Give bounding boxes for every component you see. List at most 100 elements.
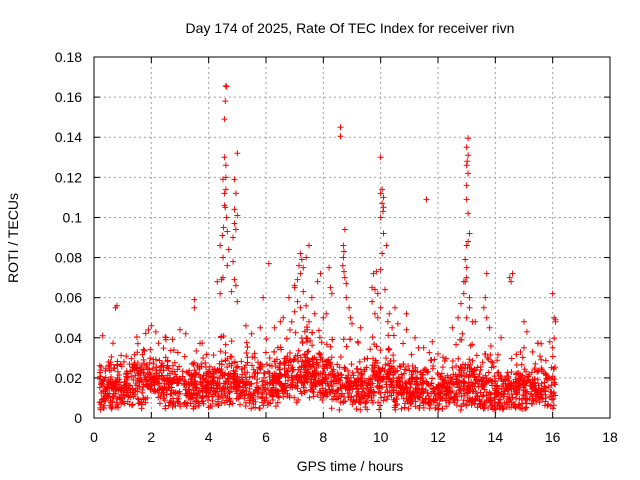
- data-point: [282, 372, 289, 379]
- data-point: [167, 391, 174, 398]
- data-point: [291, 394, 298, 401]
- data-point: [394, 401, 401, 408]
- data-point: [520, 387, 527, 394]
- data-point: [346, 379, 353, 386]
- data-point: [389, 324, 396, 331]
- data-point: [200, 400, 207, 407]
- data-point: [219, 232, 226, 239]
- data-point: [158, 363, 165, 370]
- data-point: [407, 400, 414, 407]
- data-point: [187, 400, 194, 407]
- data-point: [511, 403, 518, 410]
- y-tick-label: 0.14: [55, 129, 82, 145]
- data-point: [276, 366, 283, 373]
- data-point: [541, 402, 548, 409]
- data-point: [389, 379, 396, 386]
- data-point: [435, 371, 442, 378]
- data-point: [203, 351, 210, 358]
- data-point: [332, 372, 339, 379]
- data-point: [399, 384, 406, 391]
- data-point: [384, 388, 391, 395]
- data-point: [257, 360, 264, 367]
- data-point: [420, 344, 427, 351]
- data-point: [458, 372, 465, 379]
- data-point: [449, 357, 456, 364]
- data-point: [354, 388, 361, 395]
- data-point: [231, 220, 238, 227]
- data-point: [488, 403, 495, 410]
- data-point: [308, 376, 315, 383]
- data-point: [264, 379, 271, 386]
- data-point: [416, 393, 423, 400]
- data-point: [467, 362, 474, 369]
- data-point: [379, 384, 386, 391]
- data-point: [298, 256, 305, 263]
- data-point: [130, 376, 137, 383]
- data-point: [130, 393, 137, 400]
- data-point: [319, 380, 326, 387]
- data-point: [479, 359, 486, 366]
- data-point: [521, 344, 527, 351]
- data-point: [283, 367, 290, 374]
- data-point: [106, 393, 113, 400]
- data-point: [544, 376, 551, 383]
- data-point: [100, 404, 107, 411]
- data-point: [504, 369, 511, 376]
- data-point: [233, 395, 240, 402]
- data-point: [249, 373, 256, 380]
- data-point: [181, 353, 188, 360]
- data-point: [146, 359, 153, 366]
- data-point: [450, 395, 457, 402]
- data-point: [353, 385, 360, 392]
- data-point: [134, 395, 141, 402]
- data-point: [289, 364, 296, 371]
- data-point: [303, 387, 310, 394]
- data-point: [207, 370, 214, 377]
- data-point: [266, 370, 273, 377]
- data-point: [454, 397, 461, 404]
- data-point: [230, 373, 237, 380]
- data-point: [237, 401, 244, 408]
- data-point: [118, 363, 125, 370]
- data-point: [234, 363, 241, 370]
- data-point: [284, 368, 291, 375]
- data-point: [455, 384, 462, 391]
- data-point: [450, 371, 457, 378]
- data-point: [263, 336, 270, 343]
- data-point: [393, 383, 400, 390]
- data-point: [231, 370, 238, 377]
- data-point: [298, 335, 305, 342]
- data-point: [220, 176, 226, 183]
- data-point: [331, 390, 338, 397]
- data-point: [283, 335, 290, 342]
- data-point: [515, 375, 522, 382]
- data-point: [416, 402, 423, 409]
- data-point: [318, 354, 325, 361]
- data-point: [164, 378, 171, 385]
- data-point: [426, 349, 433, 356]
- data-point: [267, 387, 274, 394]
- data-point: [228, 380, 235, 387]
- data-point: [347, 336, 354, 343]
- data-point: [412, 394, 419, 401]
- data-point: [196, 364, 203, 371]
- data-point: [227, 398, 234, 405]
- data-point: [463, 182, 470, 189]
- data-point: [418, 371, 425, 378]
- data-point: [134, 385, 141, 392]
- data-point: [431, 390, 438, 397]
- x-tick-label: 10: [373, 429, 389, 445]
- data-point: [392, 304, 398, 311]
- data-point: [244, 344, 251, 351]
- data-point: [473, 352, 480, 359]
- data-point: [494, 357, 501, 364]
- data-point: [145, 326, 152, 333]
- data-point: [489, 401, 496, 408]
- data-point: [484, 354, 491, 361]
- data-point: [508, 278, 515, 285]
- data-point: [481, 401, 488, 408]
- data-point: [463, 314, 470, 321]
- data-point: [251, 350, 258, 357]
- data-point: [341, 366, 348, 373]
